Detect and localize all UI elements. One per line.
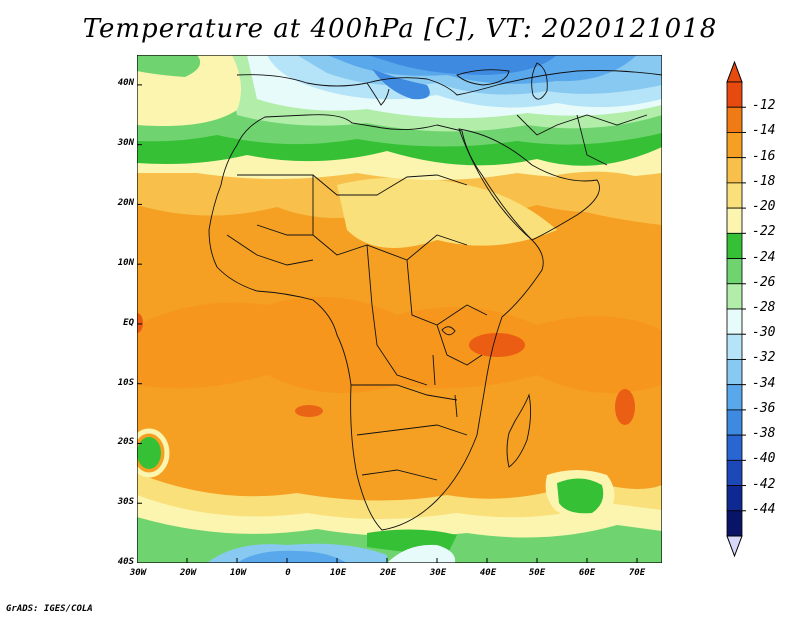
border-6 xyxy=(356,424,468,436)
field-arabia-pale xyxy=(557,171,662,225)
colorbar-swatch xyxy=(726,157,743,184)
lake-malawi xyxy=(454,394,458,418)
colorbar-swatch xyxy=(726,485,743,512)
colorbar-swatch xyxy=(726,359,743,386)
colorbar-top-triangle xyxy=(726,60,743,83)
caspian xyxy=(531,62,548,100)
field-hotspot-4 xyxy=(137,313,143,333)
colorbar-label: -28 xyxy=(752,300,776,315)
colorbar-swatch xyxy=(726,283,743,310)
border-7 xyxy=(361,469,438,481)
field-blue-4 xyxy=(367,55,557,75)
field-south-cyan xyxy=(387,544,456,563)
europe xyxy=(236,70,662,96)
colorbar-swatch xyxy=(726,434,743,461)
border-8 xyxy=(256,224,313,236)
colorbar-swatch xyxy=(726,308,743,335)
colorbar-swatch xyxy=(726,132,743,159)
lat-label: 10S xyxy=(117,378,134,388)
map-panel xyxy=(137,55,662,563)
colorbar-label: -20 xyxy=(752,199,776,215)
colorbar-label: -44 xyxy=(752,501,776,517)
colorbar-swatch xyxy=(726,182,743,209)
map-title: Temperature at 400hPa [C], VT: 202012101… xyxy=(82,14,718,44)
field-sahara-pale xyxy=(337,177,557,248)
field-sw-spot-ring xyxy=(137,428,170,478)
colorbar-label: -24 xyxy=(752,249,776,265)
temperature-map xyxy=(137,55,662,563)
field-nw-green xyxy=(137,55,201,77)
lon-label: 0 xyxy=(285,568,291,578)
colorbar xyxy=(726,60,746,558)
colorbar-label: -34 xyxy=(752,375,776,391)
border-5 xyxy=(351,384,458,401)
lat-label: EQ xyxy=(123,318,134,328)
lake-victoria xyxy=(441,326,456,336)
field-sw-spot xyxy=(137,437,161,469)
colorbar-swatch xyxy=(726,232,743,259)
black-sea xyxy=(456,69,510,86)
lon-label: 30W xyxy=(129,568,147,578)
arabia xyxy=(458,128,600,241)
colorbar-label: -26 xyxy=(752,274,776,290)
colorbar-swatch xyxy=(726,510,743,537)
colorbar-label: -38 xyxy=(752,426,776,442)
lon-label: 20E xyxy=(379,568,397,578)
lat-label: 30S xyxy=(117,497,134,507)
colorbar-swatch xyxy=(726,106,743,133)
lat-label: 20S xyxy=(117,437,134,447)
lon-label: 70E xyxy=(628,568,646,578)
colorbar-label: -32 xyxy=(752,350,776,366)
colorbar-label: -30 xyxy=(752,325,776,341)
colorbar-label: -40 xyxy=(752,451,776,467)
colorbar-label: -12 xyxy=(752,98,776,114)
colorbar-bottom-triangle xyxy=(726,535,743,558)
border-9 xyxy=(226,234,314,266)
colorbar-label: -42 xyxy=(752,476,776,492)
lon-label: 30E xyxy=(429,568,447,578)
colorbar-label: -18 xyxy=(752,173,776,189)
lon-label: 60E xyxy=(578,568,596,578)
colorbar-swatch xyxy=(726,81,743,108)
colorbar-label: -14 xyxy=(752,123,776,139)
colorbar-label: -22 xyxy=(752,224,776,240)
field-hotspot-2 xyxy=(615,389,635,425)
colorbar-label: -16 xyxy=(752,148,776,164)
colorbar-label: -36 xyxy=(752,400,776,416)
lat-label: 10N xyxy=(117,258,134,268)
colorbar-swatch xyxy=(726,333,743,360)
lon-label: 10E xyxy=(329,568,347,578)
colorbar-swatch xyxy=(726,409,743,436)
border-12 xyxy=(576,114,608,166)
field-hotspot-1 xyxy=(469,333,525,357)
field-blue-5 xyxy=(372,69,430,100)
lat-label: 20N xyxy=(117,198,134,208)
lon-label: 10W xyxy=(229,568,247,578)
field-hotspot-3 xyxy=(295,405,323,417)
field-patch-warm xyxy=(137,297,662,393)
lake-tanganyika xyxy=(432,354,436,386)
colorbar-swatch xyxy=(726,207,743,234)
lon-label: 50E xyxy=(528,568,546,578)
credit-text: GrADS: IGES/COLA xyxy=(6,604,93,614)
colorbar-swatch xyxy=(726,384,743,411)
lon-label: 40E xyxy=(479,568,497,578)
border-3 xyxy=(366,244,428,386)
colorbar-swatch xyxy=(726,258,743,285)
field-south-blue-2 xyxy=(237,550,347,563)
colorbar-swatch xyxy=(726,459,743,486)
madagascar xyxy=(506,393,532,468)
border-10 xyxy=(436,324,483,366)
africa-coast xyxy=(208,114,544,531)
lon-label: 20W xyxy=(179,568,197,578)
lat-label: 30N xyxy=(117,138,134,148)
lat-label: 40N xyxy=(117,78,134,88)
coastlines xyxy=(208,62,662,531)
europe-2 xyxy=(366,82,390,106)
field-se-blob-green xyxy=(557,478,604,514)
lat-label: 40S xyxy=(117,557,134,567)
border-11 xyxy=(516,114,648,136)
axis-ticks xyxy=(137,84,638,563)
